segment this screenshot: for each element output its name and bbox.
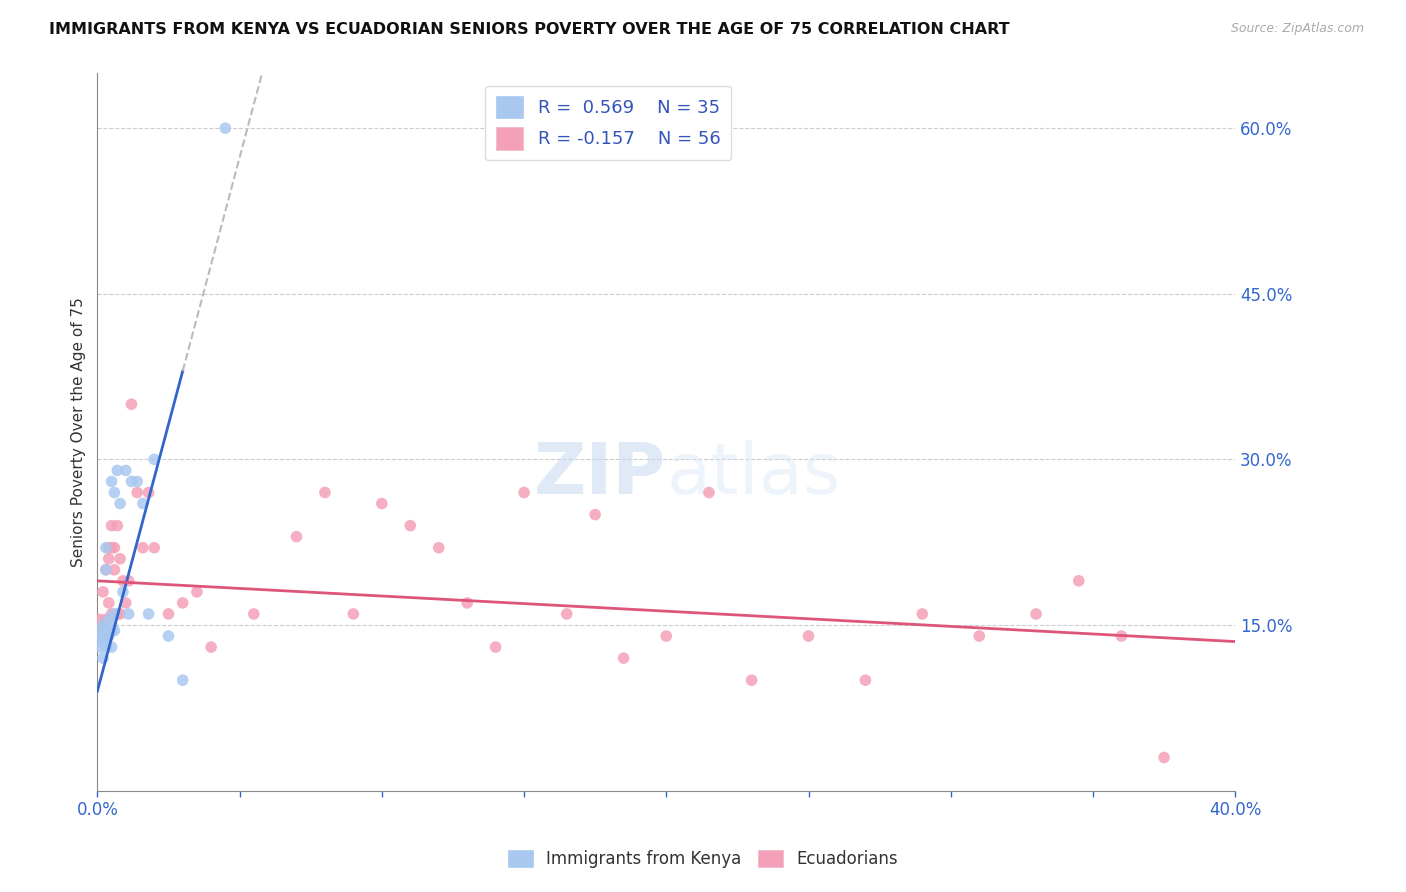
- Point: [97, 551, 120, 566]
- Point: [97, 624, 120, 638]
- Point: [103, 607, 125, 621]
- Point: [697, 485, 720, 500]
- Point: [103, 563, 125, 577]
- Point: [200, 640, 222, 654]
- Point: [89, 612, 111, 626]
- Point: [172, 596, 194, 610]
- Point: [314, 485, 336, 500]
- Point: [157, 629, 180, 643]
- Text: ZIP: ZIP: [534, 441, 666, 509]
- Point: [100, 618, 122, 632]
- Point: [1153, 750, 1175, 764]
- Point: [94, 629, 117, 643]
- Point: [117, 607, 139, 621]
- Legend: Immigrants from Kenya, Ecuadorians: Immigrants from Kenya, Ecuadorians: [501, 843, 905, 875]
- Point: [143, 452, 166, 467]
- Point: [127, 475, 149, 489]
- Point: [105, 463, 128, 477]
- Point: [484, 640, 506, 654]
- Point: [117, 574, 139, 588]
- Point: [91, 624, 114, 638]
- Point: [89, 629, 111, 643]
- Point: [967, 629, 990, 643]
- Point: [114, 463, 136, 477]
- Point: [1067, 574, 1090, 588]
- Point: [100, 640, 122, 654]
- Point: [138, 607, 160, 621]
- Point: [91, 585, 114, 599]
- Point: [89, 624, 111, 638]
- Point: [100, 475, 122, 489]
- Point: [103, 485, 125, 500]
- Point: [94, 563, 117, 577]
- Point: [132, 497, 155, 511]
- Point: [97, 612, 120, 626]
- Point: [100, 541, 122, 555]
- Point: [100, 518, 122, 533]
- Point: [91, 618, 114, 632]
- Point: [172, 673, 194, 688]
- Point: [243, 607, 266, 621]
- Text: atlas: atlas: [666, 441, 841, 509]
- Point: [100, 624, 122, 638]
- Point: [97, 596, 120, 610]
- Point: [1111, 629, 1133, 643]
- Point: [741, 673, 763, 688]
- Point: [138, 485, 160, 500]
- Point: [91, 634, 114, 648]
- Point: [132, 541, 155, 555]
- Point: [143, 541, 166, 555]
- Point: [94, 629, 117, 643]
- Point: [94, 612, 117, 626]
- Point: [100, 607, 122, 621]
- Point: [94, 640, 117, 654]
- Point: [121, 475, 143, 489]
- Point: [342, 607, 364, 621]
- Point: [285, 530, 308, 544]
- Point: [613, 651, 636, 665]
- Point: [655, 629, 678, 643]
- Point: [797, 629, 820, 643]
- Point: [94, 541, 117, 555]
- Point: [91, 629, 114, 643]
- Point: [427, 541, 450, 555]
- Point: [111, 574, 134, 588]
- Point: [108, 607, 131, 621]
- Point: [555, 607, 578, 621]
- Text: Source: ZipAtlas.com: Source: ZipAtlas.com: [1230, 22, 1364, 36]
- Point: [121, 397, 143, 411]
- Y-axis label: Seniors Poverty Over the Age of 75: Seniors Poverty Over the Age of 75: [72, 297, 86, 566]
- Point: [583, 508, 606, 522]
- Point: [105, 607, 128, 621]
- Point: [399, 518, 422, 533]
- Point: [114, 596, 136, 610]
- Point: [103, 624, 125, 638]
- Point: [111, 585, 134, 599]
- Point: [371, 497, 394, 511]
- Point: [91, 651, 114, 665]
- Point: [94, 563, 117, 577]
- Point: [1025, 607, 1047, 621]
- Point: [855, 673, 877, 688]
- Point: [105, 518, 128, 533]
- Point: [97, 629, 120, 643]
- Point: [127, 485, 149, 500]
- Point: [157, 607, 180, 621]
- Point: [91, 618, 114, 632]
- Point: [456, 596, 478, 610]
- Point: [108, 497, 131, 511]
- Point: [89, 640, 111, 654]
- Point: [89, 629, 111, 643]
- Legend: R =  0.569    N = 35, R = -0.157    N = 56: R = 0.569 N = 35, R = -0.157 N = 56: [485, 86, 731, 161]
- Point: [513, 485, 536, 500]
- Point: [97, 541, 120, 555]
- Point: [911, 607, 934, 621]
- Point: [214, 121, 236, 136]
- Point: [186, 585, 208, 599]
- Point: [108, 551, 131, 566]
- Text: IMMIGRANTS FROM KENYA VS ECUADORIAN SENIORS POVERTY OVER THE AGE OF 75 CORRELATI: IMMIGRANTS FROM KENYA VS ECUADORIAN SENI…: [49, 22, 1010, 37]
- Point: [94, 624, 117, 638]
- Point: [103, 541, 125, 555]
